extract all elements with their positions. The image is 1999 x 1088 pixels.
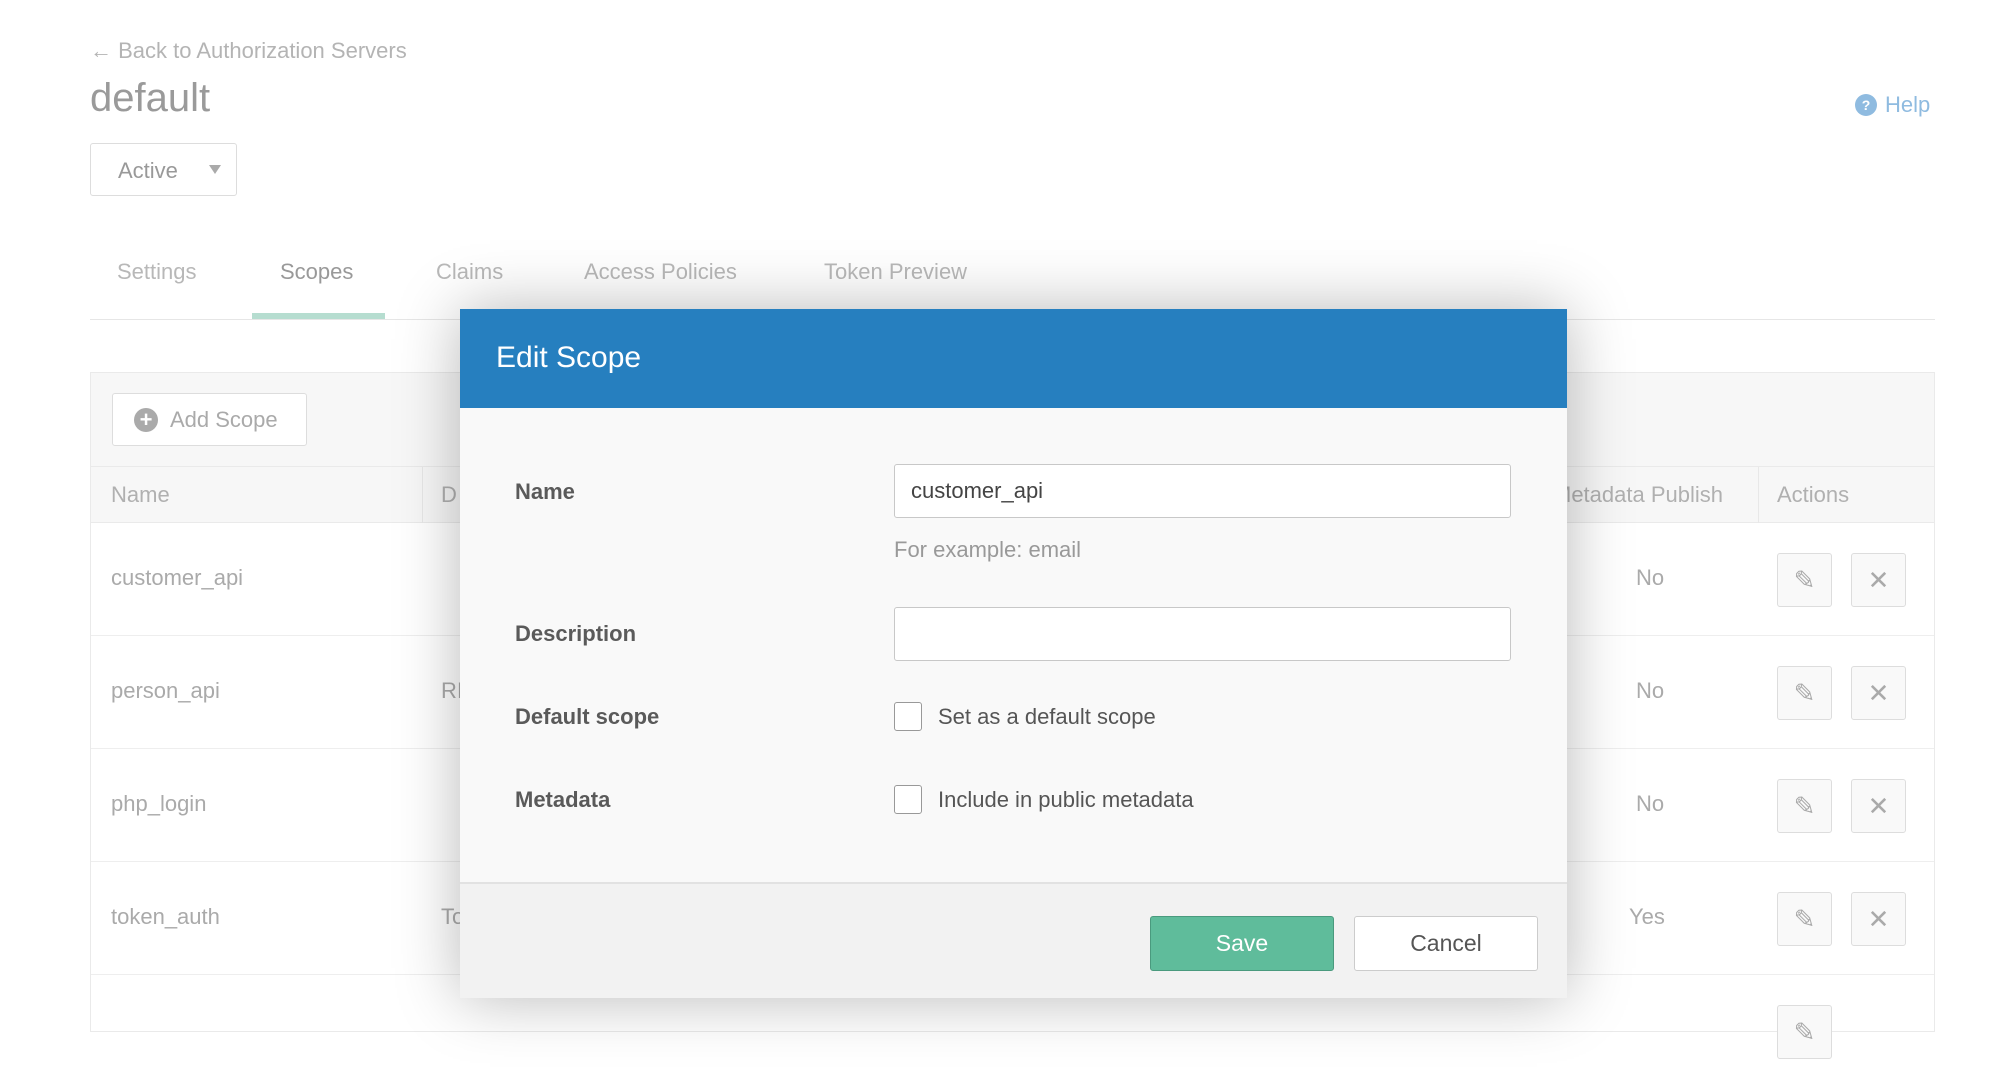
edit-button[interactable]: ✎ xyxy=(1777,892,1832,946)
help-icon: ? xyxy=(1855,94,1877,116)
help-label: Help xyxy=(1885,92,1931,117)
save-button[interactable]: Save xyxy=(1150,916,1334,971)
edit-scope-modal: Edit Scope Name customer_api For example… xyxy=(460,309,1567,998)
delete-button[interactable]: ✕ xyxy=(1851,779,1906,833)
tab-token-preview[interactable]: Token Preview xyxy=(824,259,968,284)
close-icon: ✕ xyxy=(1867,564,1890,595)
scope-metadata: No xyxy=(1636,565,1665,590)
pencil-icon: ✎ xyxy=(1793,564,1816,595)
metadata-label: Metadata xyxy=(515,787,611,812)
description-input[interactable] xyxy=(894,607,1511,661)
pencil-icon: ✎ xyxy=(1793,1016,1816,1047)
column-actions: Actions xyxy=(1777,482,1850,507)
caret-down-icon xyxy=(209,165,221,174)
status-value: Active xyxy=(118,158,178,183)
cancel-button[interactable]: Cancel xyxy=(1354,916,1538,971)
metadata-checkbox[interactable] xyxy=(894,785,922,814)
delete-button[interactable]: ✕ xyxy=(1851,553,1906,607)
default-scope-checkbox-label[interactable]: Set as a default scope xyxy=(938,704,1156,729)
edit-button[interactable]: ✎ xyxy=(1777,1005,1832,1059)
status-dropdown[interactable]: Active xyxy=(90,143,237,196)
description-label: Description xyxy=(515,621,637,646)
name-input[interactable]: customer_api xyxy=(894,464,1511,518)
column-description: D xyxy=(441,482,457,507)
add-scope-label: Add Scope xyxy=(170,406,278,432)
default-scope-checkbox[interactable] xyxy=(894,702,922,731)
name-label: Name xyxy=(515,479,575,504)
tab-scopes[interactable]: Scopes xyxy=(280,259,354,284)
scope-description: To xyxy=(441,904,465,929)
modal-footer: Save Cancel xyxy=(460,882,1567,998)
close-icon: ✕ xyxy=(1867,677,1890,708)
scope-metadata: No xyxy=(1636,678,1665,703)
metadata-checkbox-label[interactable]: Include in public metadata xyxy=(938,787,1194,812)
tab-claims[interactable]: Claims xyxy=(436,259,504,284)
scope-metadata: Yes xyxy=(1629,904,1665,929)
close-icon: ✕ xyxy=(1867,790,1890,821)
pencil-icon: ✎ xyxy=(1793,903,1816,934)
delete-button[interactable]: ✕ xyxy=(1851,892,1906,946)
scope-name: person_api xyxy=(111,678,220,703)
name-hint: For example: email xyxy=(894,537,1082,562)
edit-button[interactable]: ✎ xyxy=(1777,779,1832,833)
tab-access-policies[interactable]: Access Policies xyxy=(584,259,737,284)
scope-metadata: No xyxy=(1636,791,1665,816)
plus-circle-icon: + xyxy=(134,407,158,432)
tab-settings[interactable]: Settings xyxy=(117,259,197,284)
column-name: Name xyxy=(111,482,170,507)
page-title: default xyxy=(90,76,211,120)
scope-name: php_login xyxy=(111,791,207,816)
modal-title: Edit Scope xyxy=(460,309,1567,408)
column-metadata-publish: Metadata Publish xyxy=(1553,482,1723,507)
scope-name: token_auth xyxy=(111,904,220,929)
back-to-authorization-servers-link[interactable]: ← Back to Authorization Servers xyxy=(90,38,407,63)
delete-button[interactable]: ✕ xyxy=(1851,666,1906,720)
active-tab-indicator xyxy=(252,313,385,319)
scope-description: RI xyxy=(441,678,463,703)
pencil-icon: ✎ xyxy=(1793,677,1816,708)
edit-button[interactable]: ✎ xyxy=(1777,666,1832,720)
pencil-icon: ✎ xyxy=(1793,790,1816,821)
help-link[interactable]: ? Help xyxy=(1855,92,1930,118)
scope-name: customer_api xyxy=(111,565,244,590)
close-icon: ✕ xyxy=(1867,903,1890,934)
add-scope-button[interactable]: + Add Scope xyxy=(112,393,307,446)
edit-button[interactable]: ✎ xyxy=(1777,553,1832,607)
default-scope-label: Default scope xyxy=(515,704,660,729)
